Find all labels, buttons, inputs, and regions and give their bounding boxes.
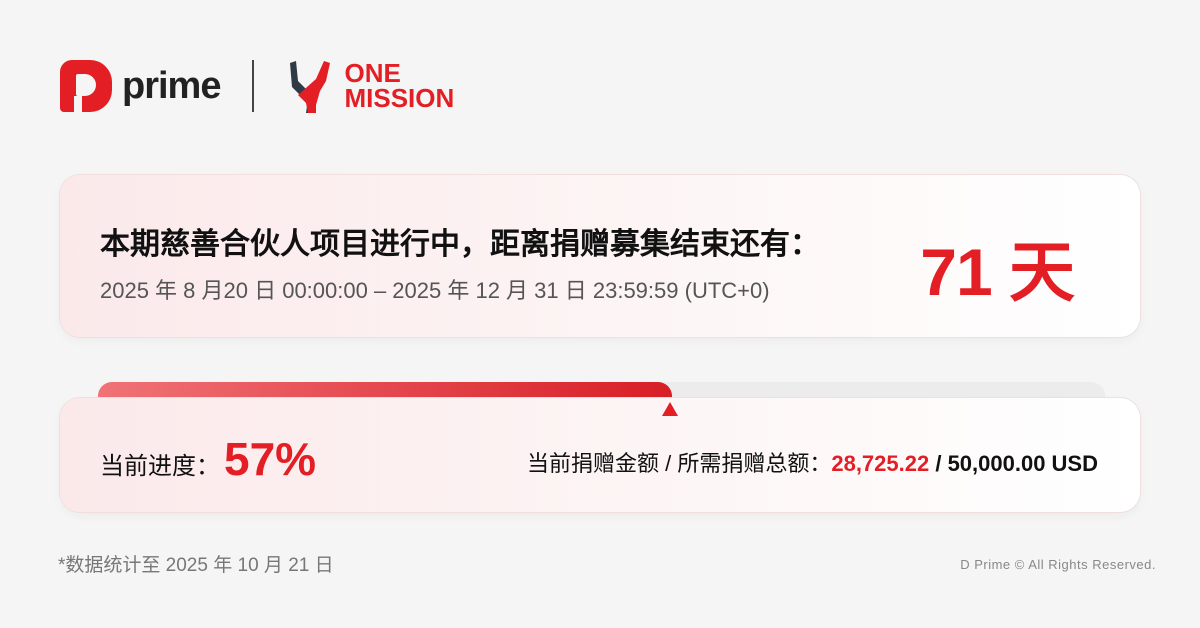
date-range: 2025 年 8 月20 日 00:00:00 – 2025 年 12 月 31… [100,278,770,303]
countdown-title: 本期慈善合伙人项目进行中，距离捐赠募集结束还有： [100,228,820,261]
one-mission-line2: MISSION [344,83,455,113]
one-mission-hand-icon [290,61,331,113]
progress-label: 当前进度： [100,453,220,480]
countdown-card: 本期慈善合伙人项目进行中，距离捐赠募集结束还有： 2025 年 8 月20 日 … [60,175,1140,337]
d-prime-logo-icon [60,60,112,112]
one-mission-line1: ONE [344,58,401,88]
progress-marker-icon [661,402,678,416]
copyright: D Prime © All Rights Reserved. [960,557,1156,572]
prime-wordmark: prime [122,64,221,107]
logo-divider [252,60,255,112]
amount-label: 当前捐赠金额 / 所需捐赠总额： [527,451,832,476]
progress-percent: 57% [224,433,317,485]
progress-card: 当前进度： 57% 当前捐赠金额 / 所需捐赠总额：28,725.22 / 50… [60,398,1140,512]
header-logos: prime ONE MISSION [60,58,454,114]
one-mission-wordmark: ONE MISSION [344,58,455,113]
data-note: *数据统计至 2025 年 10 月 21 日 [58,555,334,576]
days-left: 71 天 [920,235,1075,309]
donation-amounts: 当前捐赠金额 / 所需捐赠总额：28,725.22 / 50,000.00 US… [527,446,1098,478]
current-amount: 28,725.22 [831,451,930,476]
amount-separator: / [929,451,948,476]
target-amount: 50,000.00 USD [947,451,1098,476]
